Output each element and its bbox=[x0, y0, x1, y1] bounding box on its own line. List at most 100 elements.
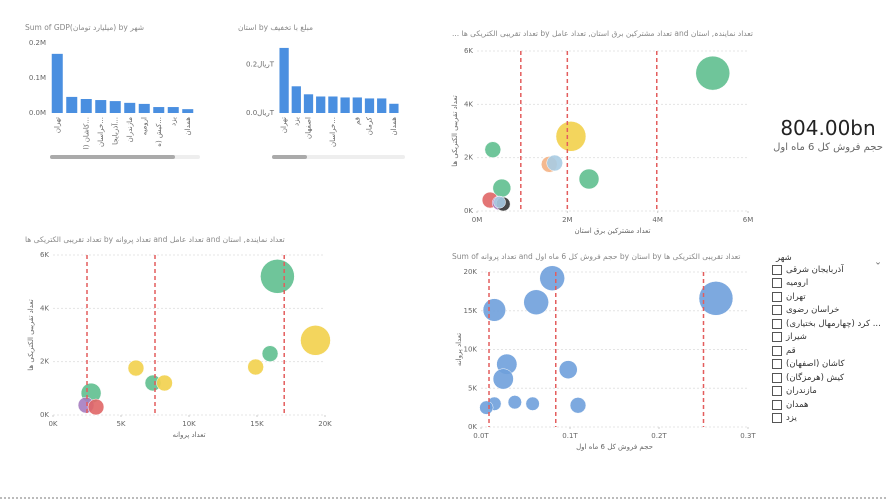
scrollbar-thumb[interactable] bbox=[272, 155, 307, 159]
bubble bbox=[87, 398, 105, 416]
x-tick-label: 0.0T bbox=[473, 432, 489, 440]
y-tick-label: 5K bbox=[468, 384, 477, 392]
checkbox[interactable] bbox=[772, 386, 782, 397]
y-axis-label: تعداد تقریبی الکتریکی ها bbox=[27, 299, 35, 370]
bar bbox=[80, 99, 92, 113]
bar bbox=[364, 98, 375, 113]
bubble bbox=[247, 358, 264, 376]
bar bbox=[291, 86, 301, 113]
bubble bbox=[698, 281, 734, 316]
y-tick-label: 2K bbox=[40, 358, 49, 366]
y-tick-label: 6K bbox=[464, 47, 473, 55]
chart-title: Sum of GDP(میلیارد تومان) by شهر bbox=[25, 23, 144, 32]
x-tick-label: 0.1T bbox=[562, 432, 578, 440]
slicer-item[interactable]: خراسان رضوی bbox=[772, 304, 884, 318]
slicer-item[interactable]: کیش (هرمزگان) bbox=[772, 371, 884, 385]
checkbox[interactable] bbox=[772, 399, 782, 410]
x-axis-label: تعداد پروانه bbox=[172, 431, 205, 439]
slicer: شهر آذربایجان شرقی ارومیه تهران خراسان رضوی… bbox=[772, 253, 884, 425]
slicer-item[interactable]: کاشان (اصفهان) bbox=[772, 358, 884, 372]
slicer-item-label: یزد bbox=[786, 413, 797, 424]
bubble bbox=[523, 289, 549, 315]
bubble bbox=[539, 265, 565, 291]
bubble bbox=[127, 359, 145, 377]
y-axis-label: تعداد پروانه bbox=[455, 333, 463, 366]
slicer-item[interactable]: شیراز bbox=[772, 331, 884, 345]
bar bbox=[182, 109, 194, 113]
chart-title: استان by مبلغ با تخفیف bbox=[238, 23, 313, 32]
x-axis-label: تعداد مشترکین برق استان bbox=[575, 227, 651, 235]
bar bbox=[138, 103, 150, 113]
x-tick-label: همدان bbox=[184, 117, 192, 136]
x-tick-label: کرمان bbox=[366, 116, 374, 135]
y-tick-label: 20K bbox=[464, 268, 478, 276]
bar bbox=[328, 96, 338, 113]
slicer-item[interactable]: همدان bbox=[772, 398, 884, 412]
slicer-item[interactable]: ارومیه bbox=[772, 277, 884, 291]
x-tick-label: آذربایجا... bbox=[110, 117, 119, 145]
slicer-item-label: مازندران bbox=[786, 386, 817, 397]
scrollbar-thumb[interactable] bbox=[50, 155, 175, 159]
slicer-item-label: شیراز bbox=[786, 332, 807, 343]
x-tick-label: کاشان (ا... bbox=[82, 117, 90, 149]
card-value: 804.00bn bbox=[780, 116, 876, 140]
bubble bbox=[156, 374, 173, 392]
x-tick-label: 6M bbox=[743, 216, 754, 224]
checkbox[interactable] bbox=[772, 359, 782, 370]
checkbox[interactable] bbox=[772, 318, 782, 329]
checkbox[interactable] bbox=[772, 372, 782, 383]
x-tick-label: 10K bbox=[182, 420, 196, 428]
checkbox[interactable] bbox=[772, 413, 782, 424]
checkbox[interactable] bbox=[772, 278, 782, 289]
y-tick-label: 0.1M bbox=[29, 74, 46, 82]
x-tick-label: تهران bbox=[53, 117, 61, 133]
y-tick-label: ریال0.2T bbox=[246, 60, 275, 68]
slicer-item[interactable]: تهران bbox=[772, 290, 884, 304]
slicer-item-label: آذربایجان شرقی bbox=[786, 264, 844, 275]
bubble bbox=[507, 395, 522, 410]
bar bbox=[352, 97, 362, 113]
kpi-card: 804.00bn حجم فروش کل 6 ماه اول bbox=[770, 116, 886, 153]
checkbox[interactable] bbox=[772, 264, 782, 275]
slicer-item-label: خراسان رضوی bbox=[786, 305, 840, 316]
bubble bbox=[261, 345, 279, 362]
bubble bbox=[569, 397, 587, 414]
bar bbox=[303, 94, 314, 113]
bubble bbox=[492, 368, 514, 390]
y-tick-label: 0.0M bbox=[29, 109, 46, 117]
slicer-item[interactable]: قم bbox=[772, 344, 884, 358]
y-tick-label: ریال0.0T bbox=[246, 109, 275, 117]
checkbox[interactable] bbox=[772, 291, 782, 302]
x-tick-label: خراسان... bbox=[97, 117, 105, 147]
bubble bbox=[695, 55, 731, 91]
bar bbox=[124, 102, 136, 113]
slicer-item[interactable]: یزد bbox=[772, 412, 884, 426]
x-tick-label: 0M bbox=[472, 216, 483, 224]
chevron[interactable]: ⌄ bbox=[874, 258, 882, 268]
bubble bbox=[300, 325, 331, 356]
bar bbox=[167, 107, 179, 113]
bar bbox=[279, 47, 289, 113]
x-tick-label: 4M bbox=[652, 216, 663, 224]
slicer-items: آذربایجان شرقی ارومیه تهران خراسان رضوی ... … bbox=[772, 263, 884, 425]
slicer-item[interactable]: مازندران bbox=[772, 385, 884, 399]
chart-title: تعداد تقریبی الکتریکی ها by تعداد پروانه… bbox=[25, 235, 285, 244]
y-tick-label: 0K bbox=[40, 411, 49, 419]
x-tick-label: تهران bbox=[280, 117, 288, 133]
bar bbox=[389, 103, 399, 113]
slicer-item-label: تهران bbox=[786, 291, 806, 302]
bar bbox=[153, 107, 165, 113]
x-tick-label: یزد bbox=[169, 117, 177, 126]
checkbox[interactable] bbox=[772, 345, 782, 356]
slicer-item[interactable]: ... کرد (چهارمهال بختیاری) bbox=[772, 317, 884, 331]
bubble bbox=[578, 168, 600, 190]
checkbox[interactable] bbox=[772, 332, 782, 343]
y-tick-label: 4K bbox=[464, 100, 473, 108]
chart-title: ... تعداد تقریبی الکتریکی ها by تعداد مش… bbox=[452, 29, 753, 38]
chart-title: Sum of تعداد پروانه and حجم فروش کل 6 ما… bbox=[452, 252, 740, 261]
bar bbox=[66, 96, 78, 113]
bar bbox=[377, 98, 387, 113]
slicer-item[interactable]: آذربایجان شرقی bbox=[772, 263, 884, 277]
checkbox[interactable] bbox=[772, 305, 782, 316]
x-tick-label: مازندران bbox=[126, 117, 134, 143]
